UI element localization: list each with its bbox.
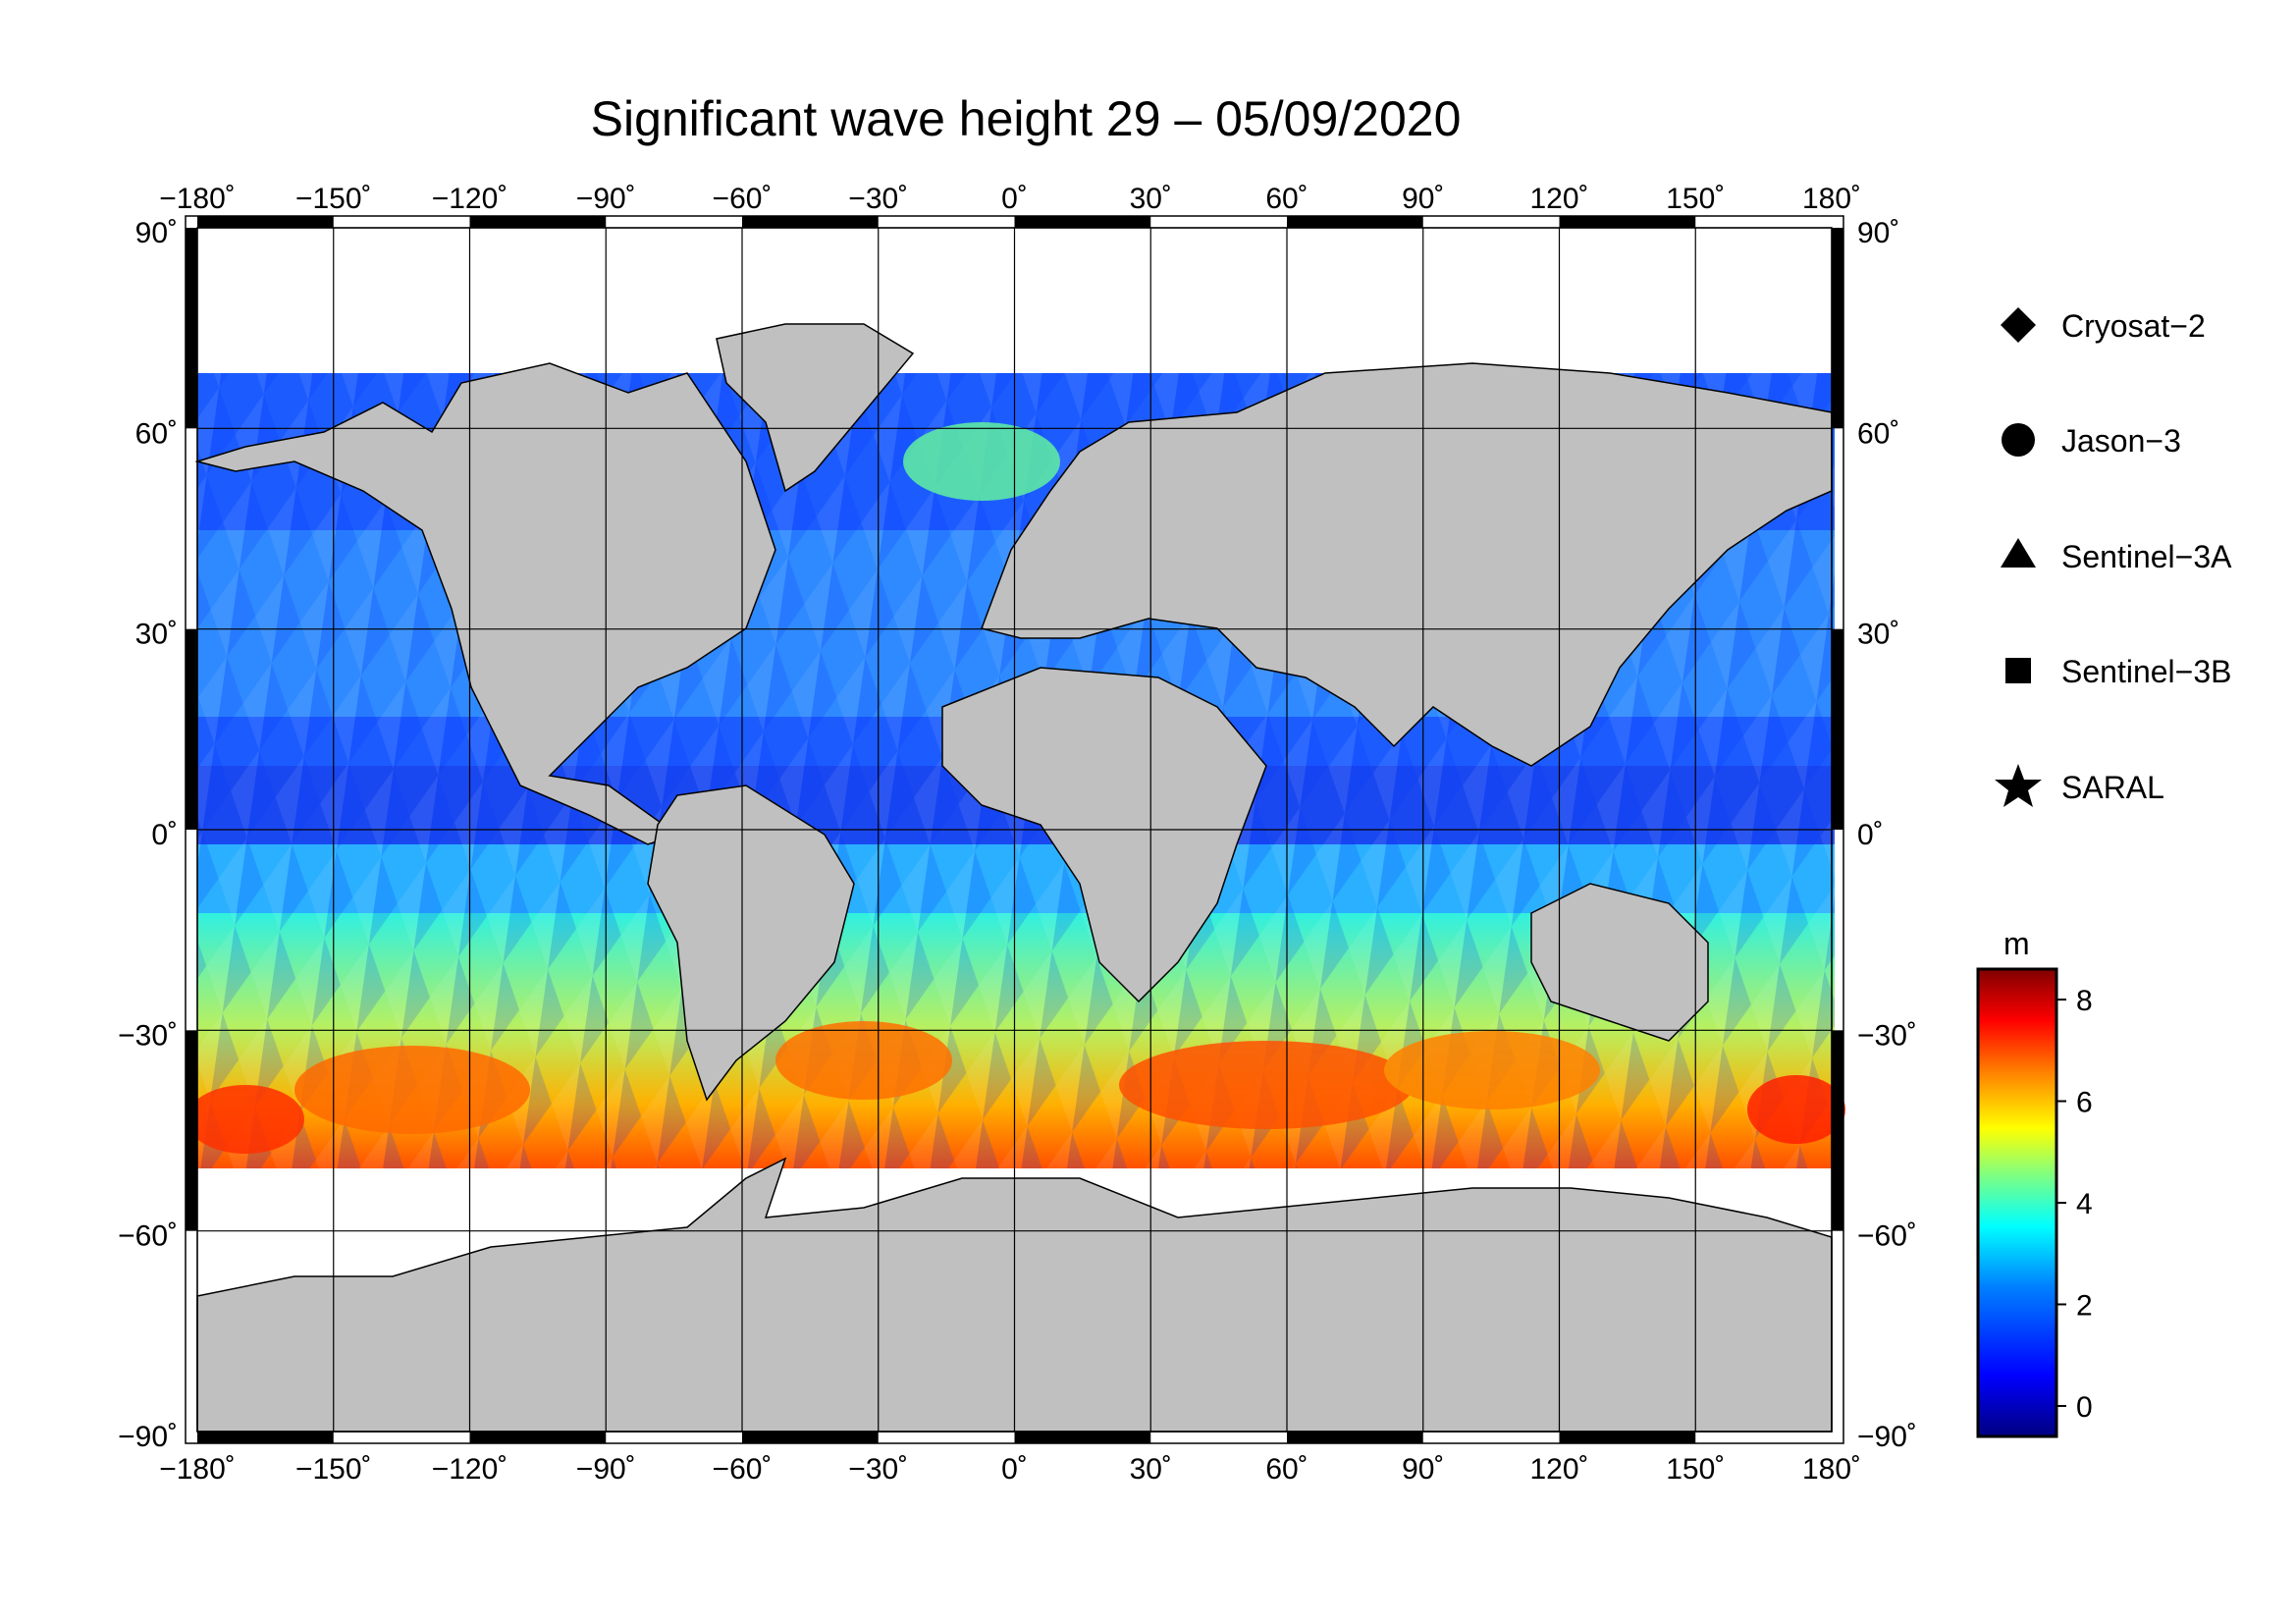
lat-tick-label-left: −90˚	[118, 1421, 178, 1453]
lon-tick-label-top: 90˚	[1402, 183, 1444, 215]
lat-tick-label-right: −60˚	[1857, 1220, 1917, 1253]
australia	[1530, 883, 1709, 1042]
legend-label: Cryosat−2	[2061, 308, 2206, 344]
frame-band	[197, 216, 334, 228]
lon-tick-label-bottom: −120˚	[432, 1453, 508, 1486]
lat-tick-label-right: 90˚	[1857, 217, 1899, 249]
lon-tick-label-bottom: 0˚	[1001, 1453, 1028, 1486]
star-icon	[1995, 764, 2042, 807]
lat-tick-label-left: 90˚	[135, 217, 178, 249]
colorbar-tick-label: 4	[2076, 1188, 2093, 1220]
lon-tick-label-top: −30˚	[848, 183, 908, 215]
lon-tick-label-top: 180˚	[1802, 183, 1861, 215]
lat-tick-label-left: −60˚	[118, 1220, 178, 1253]
lon-tick-label-bottom: −30˚	[848, 1453, 908, 1486]
colorbar-gradient	[1976, 967, 2058, 1438]
lat-tick-label-left: 30˚	[135, 619, 178, 651]
frame-band	[1832, 228, 1843, 429]
colorbar-tick-label: 6	[2076, 1087, 2093, 1119]
frame-band	[1832, 628, 1843, 830]
lon-tick-label-bottom: −90˚	[576, 1453, 636, 1486]
north-america	[194, 362, 776, 845]
lon-tick-label-top: −90˚	[576, 183, 636, 215]
lon-tick-label-top: 30˚	[1130, 183, 1172, 215]
frame-band	[1832, 1030, 1843, 1231]
frame-band	[469, 1432, 607, 1443]
diamond-icon	[2001, 307, 2036, 343]
lon-tick-label-bottom: −150˚	[295, 1453, 372, 1486]
frame-band	[1014, 1432, 1151, 1443]
frame-band	[742, 216, 879, 228]
legend-label: Jason−3	[2061, 423, 2181, 459]
colorbar-tick-label: 2	[2076, 1289, 2093, 1322]
frame-band	[186, 628, 197, 830]
satellite-legend: Cryosat−2 Jason−3 Sentinel−3A Sentinel−3…	[1995, 307, 2232, 807]
map-title: Significant wave height 29 – 05/09/2020	[590, 91, 1462, 146]
circle-icon	[2002, 423, 2035, 457]
lat-tick-label-left: 60˚	[135, 417, 178, 450]
legend-item-cryosat: Cryosat−2	[2001, 307, 2206, 344]
lon-tick-label-bottom: 30˚	[1130, 1453, 1172, 1486]
frame-band	[186, 228, 197, 429]
frame-band	[1014, 216, 1151, 228]
lon-tick-label-bottom: 120˚	[1529, 1453, 1588, 1486]
frame-band	[186, 1030, 197, 1231]
frame-band	[1559, 216, 1696, 228]
colorbar-unit: m	[2003, 926, 2030, 961]
colorbar-ticks: 8 6 4 2 0	[2056, 985, 2093, 1424]
lon-tick-label-bottom: 60˚	[1265, 1453, 1308, 1486]
colorbar-tick-label: 0	[2076, 1391, 2093, 1424]
legend-item-sentinel-3a: Sentinel−3A	[2001, 538, 2232, 574]
frame-band	[469, 216, 607, 228]
lat-tick-label-left: −30˚	[118, 1019, 178, 1052]
lon-tick-label-bottom: 150˚	[1666, 1453, 1725, 1486]
lon-tick-label-bottom: 90˚	[1402, 1453, 1444, 1486]
lon-tick-label-bottom: 180˚	[1802, 1453, 1861, 1486]
legend-label: Sentinel−3A	[2061, 539, 2232, 574]
frame-band	[1287, 1432, 1423, 1443]
square-icon	[2005, 658, 2031, 683]
legend-item-sentinel-3b: Sentinel−3B	[2005, 654, 2231, 689]
lon-tick-label-bottom: −60˚	[713, 1453, 773, 1486]
lon-tick-label-bottom: −180˚	[159, 1453, 236, 1486]
triangle-icon	[2001, 538, 2036, 568]
lon-tick-label-top: 60˚	[1265, 183, 1308, 215]
lon-tick-label-top: −120˚	[432, 183, 508, 215]
colorbar-tick-label: 8	[2076, 985, 2093, 1017]
south-america	[647, 784, 855, 1102]
legend-label: Sentinel−3B	[2061, 654, 2231, 689]
eurasia	[981, 362, 1833, 767]
greenland	[716, 323, 915, 493]
colorbar: m 8 6 4 2 0	[1976, 926, 2093, 1438]
frame-band	[1287, 216, 1423, 228]
map-frame	[185, 215, 1844, 1444]
lon-tick-label-top: −150˚	[295, 183, 372, 215]
lat-tick-label-right: 30˚	[1857, 619, 1899, 651]
lon-tick-label-top: 150˚	[1666, 183, 1725, 215]
frame-band	[1559, 1432, 1696, 1443]
legend-label: SARAL	[2061, 770, 2164, 805]
lat-tick-label-right: −90˚	[1857, 1421, 1917, 1453]
lon-tick-label-top: 120˚	[1529, 183, 1588, 215]
lat-tick-label-left: 0˚	[151, 819, 178, 851]
lat-tick-label-right: −30˚	[1857, 1019, 1917, 1052]
lon-tick-label-top: −180˚	[159, 183, 236, 215]
lat-tick-label-right: 60˚	[1857, 417, 1899, 450]
legend-item-saral: SARAL	[1995, 764, 2164, 807]
lon-tick-label-top: 0˚	[1001, 183, 1028, 215]
frame-band	[197, 1432, 334, 1443]
axis-ticks: −180˚ −180˚ −150˚ −150˚ −120˚ −120˚ −90˚ −90˚ −6…	[118, 183, 1917, 1486]
lon-tick-label-top: −60˚	[713, 183, 773, 215]
frame-band	[742, 1432, 879, 1443]
africa	[941, 667, 1267, 1003]
legend-item-jason: Jason−3	[2002, 423, 2181, 459]
lat-tick-label-right: 0˚	[1857, 819, 1884, 851]
